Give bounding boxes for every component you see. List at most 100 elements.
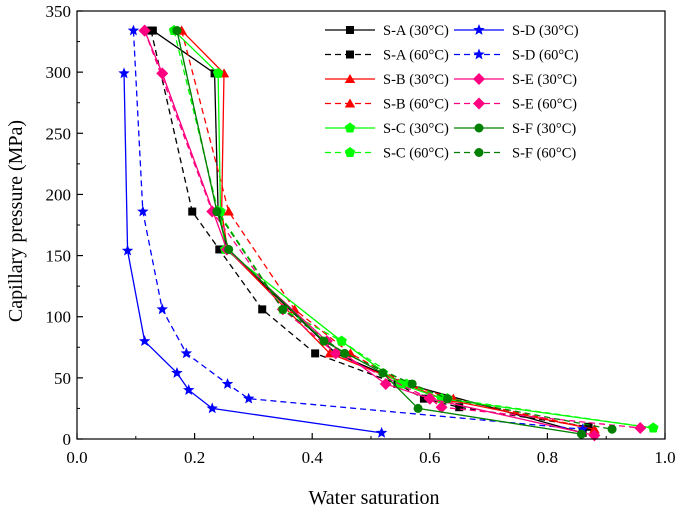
data-point [607,424,617,434]
x-axis-title: Water saturation [308,487,439,509]
series-line [181,30,595,430]
data-point [156,303,168,315]
data-point [455,403,464,412]
data-point [378,368,388,378]
data-point [407,379,417,389]
series-s-a-30-c [148,26,587,437]
series-line [150,30,589,428]
data-point [221,377,234,389]
series-line [123,73,382,434]
legend-entry: S-D (60°C) [454,48,579,64]
data-point [212,67,224,78]
series-line [173,30,654,429]
y-tick-label: 50 [54,369,71,388]
legend-entry: S-D (30°C) [454,23,579,39]
data-point [183,384,195,395]
series-layer [118,24,659,442]
x-tick-label: 0.6 [419,448,440,467]
legend-label: S-A (30°C) [383,23,449,39]
y-tick-label: 200 [46,185,72,204]
data-point [137,205,149,217]
legend-label: S-A (60°C) [383,48,449,64]
data-point [206,402,218,414]
data-point [648,422,659,433]
data-point [258,305,267,314]
data-point [319,336,329,346]
series-s-d-60-c [127,24,589,435]
series-s-f-60-c [172,26,617,434]
legend-marker [474,148,484,157]
legend-marker [344,122,356,133]
data-point [212,207,222,217]
data-point [588,429,601,442]
legend-marker [346,26,354,34]
legend-entry: S-C (30°C) [325,121,449,137]
y-tick-label: 350 [46,2,72,21]
y-tick-label: 150 [46,247,72,266]
series-line [181,30,595,430]
data-point [118,67,130,79]
legend-label: S-B (60°C) [383,97,449,113]
legend-marker [473,73,485,85]
series-s-d-30-c [118,67,388,438]
data-point [127,24,140,36]
data-point [423,392,436,405]
legend-label: S-B (30°C) [383,72,449,88]
legend-label: S-C (60°C) [383,146,449,162]
legend-label: S-F (30°C) [512,121,576,137]
data-point [413,403,423,413]
y-tick-label: 100 [46,308,72,327]
data-point [311,349,320,358]
y-tick-label: 0 [63,430,72,449]
data-point [172,26,182,36]
tick-labels: 0.0 0.2 0.4 0.6 0.8 1.0 0 50 100 150 200 250 300 350 [46,2,676,467]
legend-entry: S-C (60°C) [325,146,449,162]
legend-label: S-C (30°C) [383,121,449,137]
data-point [215,245,224,254]
axes [76,10,666,440]
legend-entry: S-F (30°C) [454,121,576,137]
data-point [242,392,255,404]
series-line [144,30,595,436]
x-tick-label: 0.8 [537,448,558,467]
legend-entry: S-A (30°C) [325,23,449,39]
data-point [278,304,288,314]
legend-marker [344,98,356,108]
legend-marker [473,48,485,60]
legend-label: S-D (30°C) [512,23,579,39]
data-point [340,348,350,358]
x-tick-label: 0.2 [184,448,205,467]
data-point [375,426,388,438]
data-point [188,207,197,216]
legend-marker [473,24,485,35]
series-line [173,30,654,429]
data-point [577,429,587,439]
data-point [180,347,193,359]
data-point [584,422,593,431]
legend-entry: S-B (60°C) [325,97,449,113]
legend-entry: S-E (30°C) [454,72,577,88]
data-point [442,394,452,404]
legend-marker [474,123,484,133]
data-point [171,366,183,378]
data-point [329,347,342,360]
legend-marker [344,147,356,157]
legend-label: S-D (60°C) [512,48,579,64]
data-point [224,244,234,254]
legend-entry: S-A (60°C) [325,48,449,64]
data-point [121,244,134,256]
x-tick-label: 0.4 [302,448,324,467]
y-tick-label: 300 [46,63,72,82]
data-point [147,26,156,35]
legend-label: S-E (60°C) [512,97,577,113]
data-point [138,335,151,347]
data-point [589,424,600,434]
legend-marker [346,50,354,59]
legend-label: S-E (30°C) [512,72,577,88]
series-line [176,30,613,430]
data-point [379,377,392,390]
legend-label: S-F (60°C) [512,146,576,162]
legend-entry: S-E (60°C) [454,97,577,113]
data-point [435,401,448,414]
